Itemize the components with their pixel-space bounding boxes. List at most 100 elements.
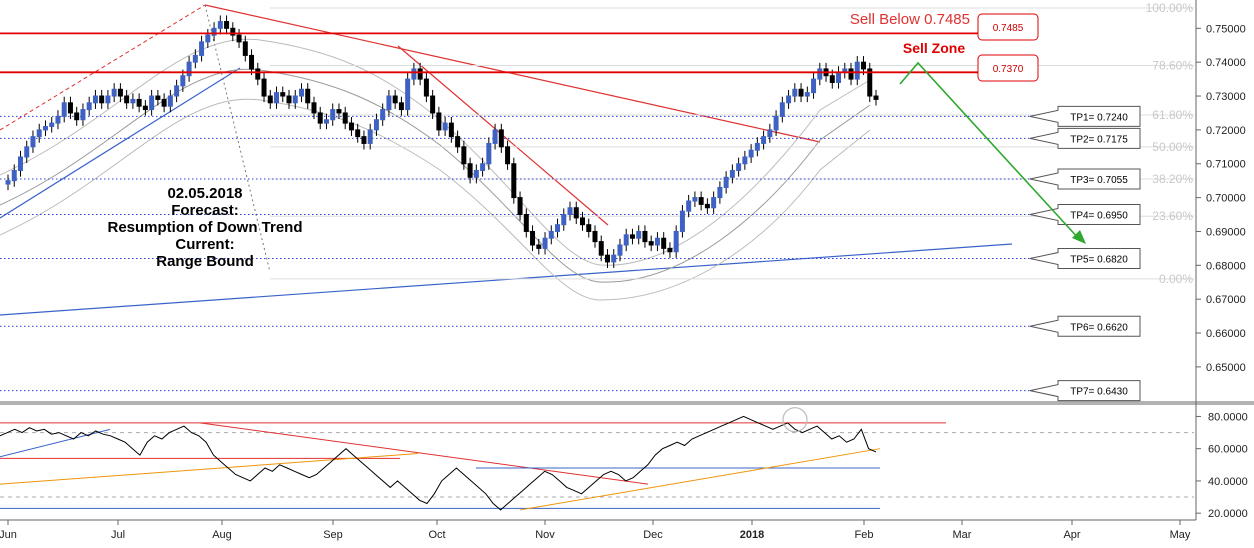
price-tick-label: 0.69000 <box>1206 226 1246 238</box>
candle-body <box>249 54 255 70</box>
candle-body <box>811 78 817 94</box>
candle-body <box>723 176 729 188</box>
candle-body <box>155 95 161 100</box>
candle-body <box>736 163 742 172</box>
time-tick-label: Mar <box>953 529 972 541</box>
candle-body <box>542 237 548 249</box>
candle-body <box>698 197 704 205</box>
candle-body <box>124 95 130 104</box>
candle-body <box>236 34 242 43</box>
time-tick-label: Jul <box>111 529 125 541</box>
candle-body <box>267 95 273 104</box>
candle-body <box>305 88 311 104</box>
osc-series-line <box>0 415 877 511</box>
candle-body <box>174 85 180 97</box>
time-tick-label: Jun <box>0 529 17 541</box>
candle-body <box>873 95 879 100</box>
target-label: TP7= 0.6430 <box>1070 387 1128 398</box>
forecast-arrowhead <box>1072 230 1086 244</box>
candle-body <box>17 156 23 172</box>
osc-highlight-circle <box>782 407 808 433</box>
price-tick-label: 0.72000 <box>1206 125 1246 137</box>
sell-zone-lower-label: 0.7370 <box>993 64 1024 75</box>
target-label: TP1= 0.7240 <box>1070 112 1128 123</box>
candle-body <box>854 61 860 80</box>
candle-body <box>511 163 517 199</box>
fib-label: 23.60% <box>1152 209 1193 223</box>
candle-body <box>442 122 448 131</box>
candle-body <box>149 95 155 111</box>
osc-red-trend <box>199 422 649 485</box>
candle-body <box>586 224 592 232</box>
target-label: TP5= 0.6820 <box>1070 255 1128 266</box>
fib-label: 100.00% <box>1146 1 1194 15</box>
candle-body <box>517 197 523 216</box>
candle-body <box>661 237 667 249</box>
candle-body <box>729 170 735 178</box>
candle-body <box>861 61 867 70</box>
candle-body <box>623 234 629 246</box>
candle-body <box>492 129 498 144</box>
candle-body <box>786 95 792 104</box>
candle-body <box>673 230 679 253</box>
target-callout <box>1029 315 1141 337</box>
candle-body <box>592 230 598 243</box>
candle-body <box>405 78 411 111</box>
target-callout <box>1029 248 1141 270</box>
candle-body <box>817 68 823 80</box>
candle-body <box>530 230 536 246</box>
price-tick-label: 0.75000 <box>1206 23 1246 35</box>
candle-body <box>430 95 436 114</box>
osc-tick-label: 80.0000 <box>1208 411 1248 423</box>
fib-label: 50.00% <box>1152 140 1193 154</box>
price-tick-label: 0.68000 <box>1206 260 1246 272</box>
candle-body <box>423 78 429 97</box>
candle-body <box>348 122 354 131</box>
candle-body <box>867 68 873 97</box>
target-label: TP6= 0.6620 <box>1070 322 1128 333</box>
candle-body <box>242 41 248 56</box>
candle-body <box>142 105 148 111</box>
candle-body <box>336 109 342 114</box>
candle-body <box>286 95 292 104</box>
target-callout <box>1029 105 1141 127</box>
candle-body <box>211 27 217 36</box>
candle-body <box>167 95 173 107</box>
target-label: TP3= 0.7055 <box>1070 175 1128 186</box>
candle-body <box>280 92 286 97</box>
candle-body <box>330 109 336 121</box>
fib-label: 78.60% <box>1152 59 1193 73</box>
time-axis-group: Jun Jul Aug Sep Oct Nov Dec 2018 Feb Mar Apr May <box>0 520 1191 541</box>
candle-body <box>386 95 392 111</box>
time-tick-label: Oct <box>428 529 445 541</box>
candle-body <box>467 163 473 178</box>
candle-body <box>598 241 604 256</box>
candle-body <box>548 230 554 239</box>
target-callout <box>1029 127 1141 149</box>
time-tick-label: Dec <box>643 529 663 541</box>
candle-body <box>42 125 48 131</box>
candle-body <box>192 54 198 63</box>
candle-body <box>186 61 192 77</box>
candle-body <box>648 241 654 246</box>
price-tick-label: 0.73000 <box>1206 91 1246 103</box>
candle-body <box>323 119 329 124</box>
candle-body <box>99 95 105 104</box>
candle-body <box>555 224 561 232</box>
annotation-line: Current: <box>175 236 234 253</box>
candle-body <box>792 88 798 97</box>
candle-body <box>480 163 486 172</box>
candle-body <box>667 247 673 253</box>
candle-body <box>217 21 223 29</box>
osc-tick-label: 20.0000 <box>1208 508 1248 520</box>
target-label: TP4= 0.6950 <box>1070 211 1128 222</box>
candle-body <box>836 71 842 83</box>
candle-body <box>505 146 511 165</box>
time-tick-label: Nov <box>535 529 555 541</box>
candle-body <box>117 88 123 97</box>
price-tick-label: 0.70000 <box>1206 193 1246 205</box>
candle-body <box>292 95 298 104</box>
candle-body <box>161 98 167 107</box>
candle-body <box>392 95 398 104</box>
forecast-annotation: 02.05.2018 Forecast: Resumption of Down Tr… <box>108 185 303 270</box>
